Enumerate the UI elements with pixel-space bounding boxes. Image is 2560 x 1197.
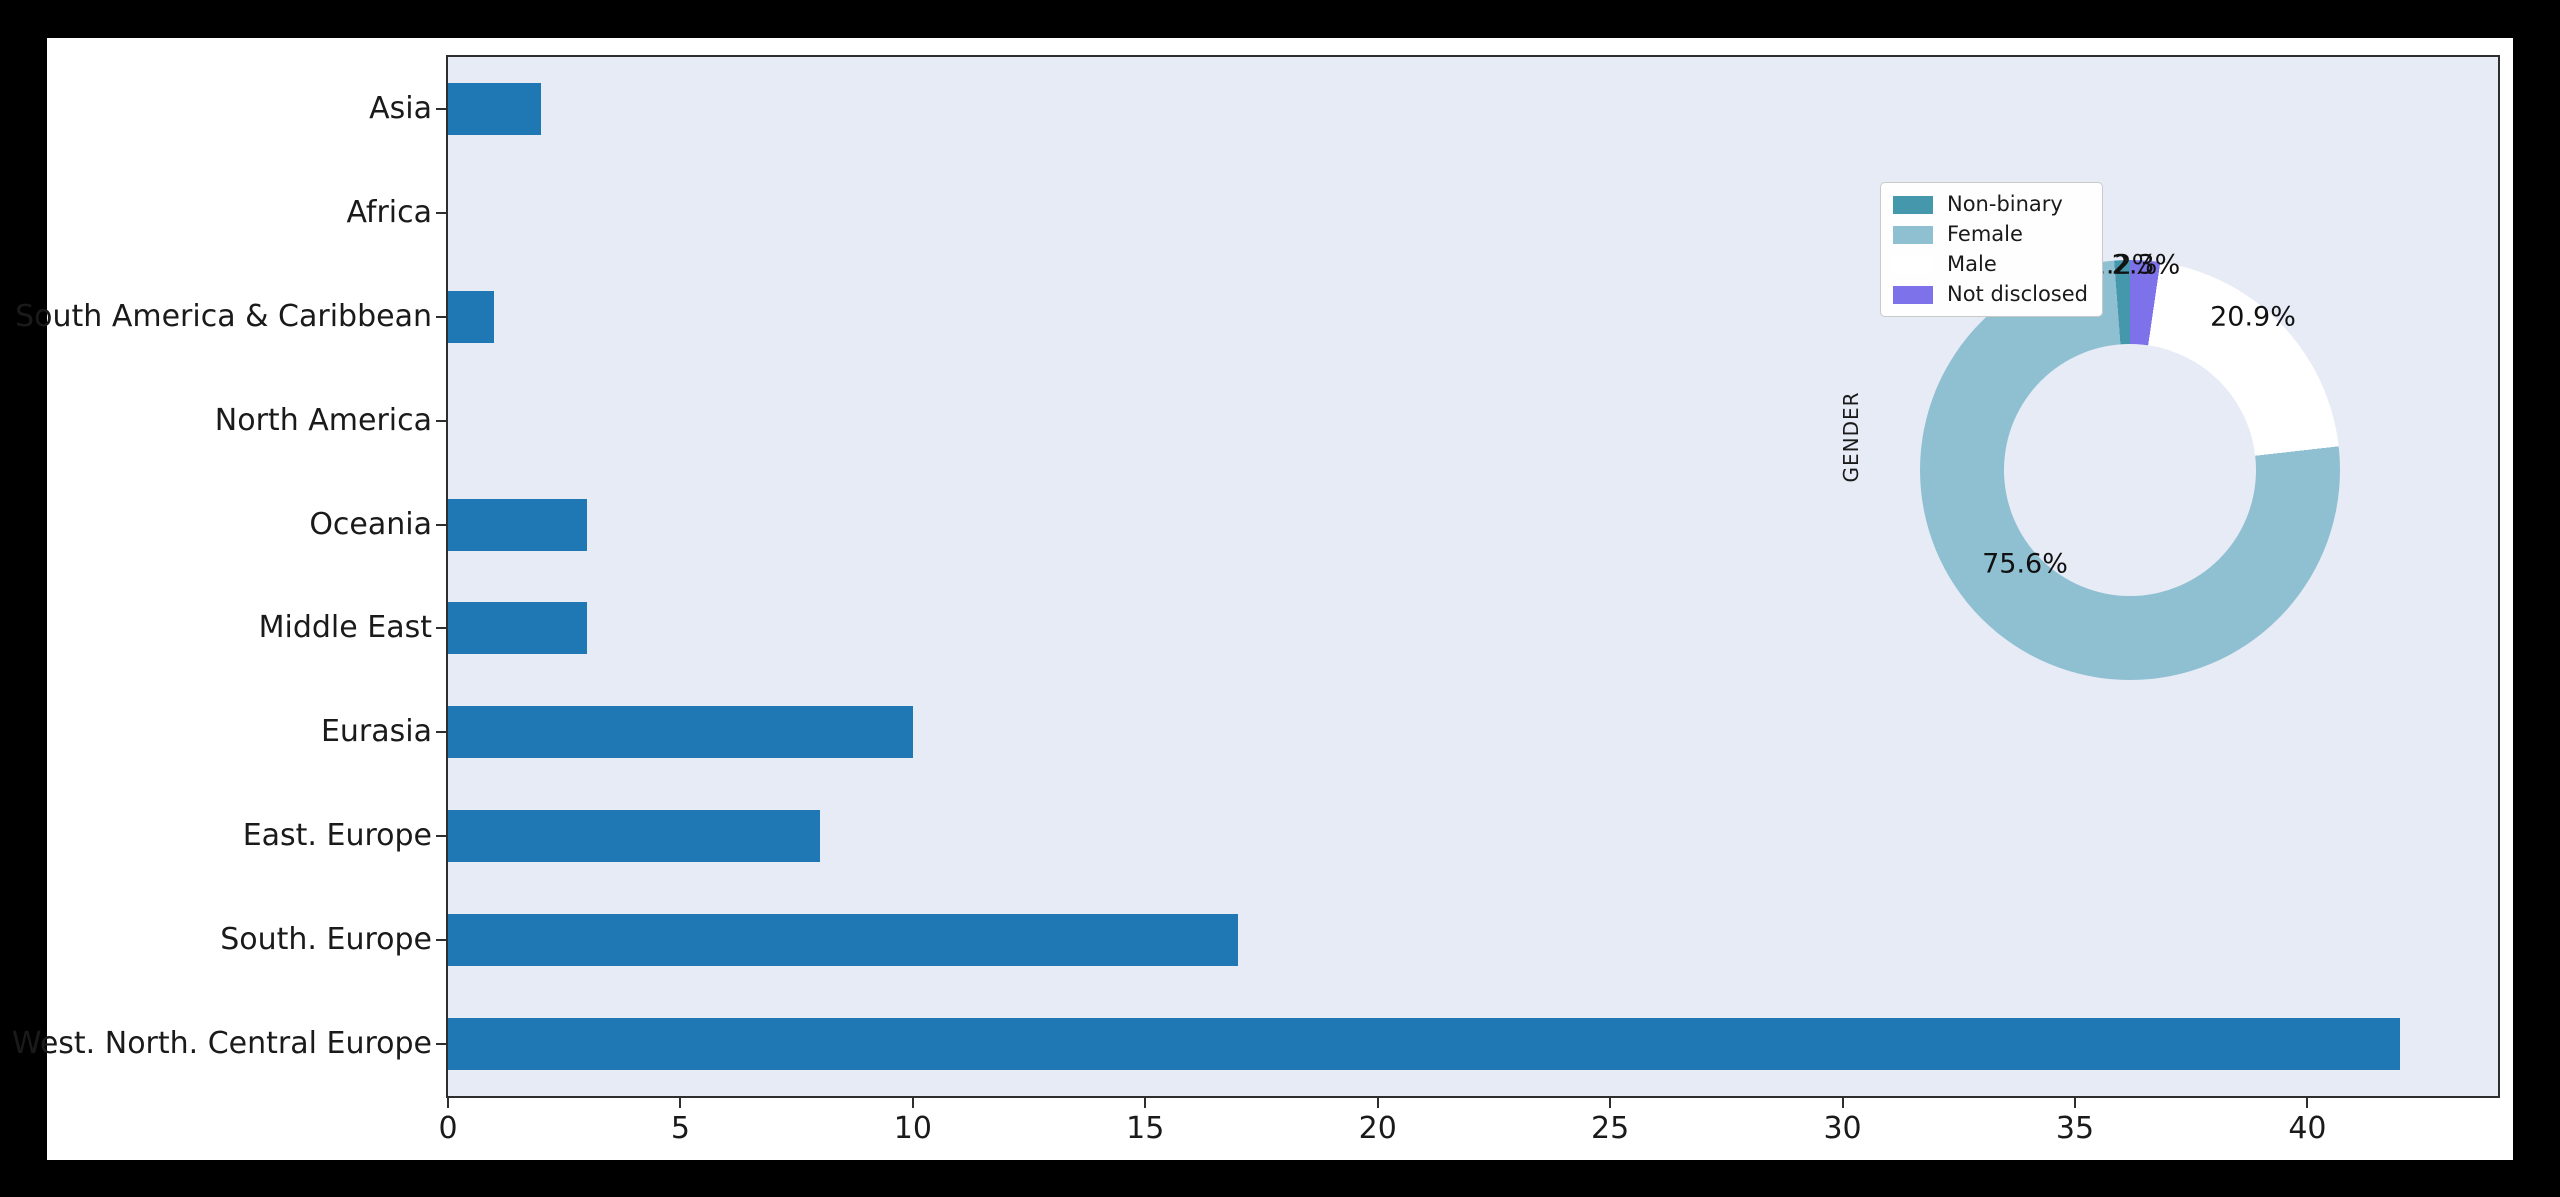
legend-label: Female: [1947, 222, 2023, 246]
legend-item-female: Female: [1893, 223, 2088, 246]
bar-oceania: [448, 498, 588, 551]
y-tick-label: Asia: [369, 90, 432, 126]
x-tick-label: 5: [670, 1111, 690, 1146]
x-tick-mark: [1841, 1098, 1844, 1108]
legend-swatch: [1893, 225, 1933, 244]
donut-hole: [2004, 344, 2256, 596]
y-tick-label: Africa: [346, 194, 432, 230]
x-tick-mark: [1376, 1098, 1379, 1108]
bar-south-europe: [448, 914, 1239, 967]
x-tick-mark: [447, 1098, 449, 1108]
y-tick-mark: [436, 419, 446, 422]
y-tick-mark: [436, 939, 446, 942]
pct-label-female: 75.6%: [1982, 548, 2068, 580]
y-tick-label: East. Europe: [242, 818, 432, 854]
x-tick-label: 15: [1126, 1111, 1165, 1146]
bar-eurasia: [448, 706, 913, 759]
legend-label: Male: [1947, 252, 1997, 276]
y-tick-mark: [436, 731, 446, 734]
legend-label: Not disclosed: [1947, 282, 2088, 306]
y-tick-label: South. Europe: [220, 922, 432, 958]
y-tick-label: Oceania: [309, 506, 432, 542]
x-tick-mark: [2306, 1098, 2309, 1108]
y-tick-mark: [436, 1043, 446, 1046]
x-tick-label: 25: [1591, 1111, 1630, 1146]
x-tick-label: 20: [1358, 1111, 1397, 1146]
x-tick-mark: [1144, 1098, 1147, 1108]
y-tick-label: North America: [214, 402, 432, 438]
y-tick-label: South America & Caribbean: [15, 298, 432, 334]
y-tick-mark: [436, 107, 446, 110]
legend-swatch: [1893, 195, 1933, 214]
y-tick-label: Eurasia: [320, 714, 432, 750]
y-tick-mark: [436, 315, 446, 318]
legend-swatch: [1893, 255, 1933, 274]
y-tick-label: Middle East: [258, 610, 432, 646]
x-tick-label: 10: [893, 1111, 932, 1146]
legend-item-not-disclosed: Not disclosed: [1893, 283, 2088, 306]
bar-south-america-caribbean: [448, 290, 495, 343]
legend-item-non-binary: Non-binary: [1893, 193, 2088, 216]
x-tick-label: 35: [2055, 1111, 2095, 1146]
legend-label: Non-binary: [1947, 192, 2063, 216]
x-tick-label: 0: [438, 1111, 458, 1146]
x-tick-mark: [679, 1098, 682, 1108]
pct-label-male: 20.9%: [2210, 301, 2296, 333]
x-tick-mark: [1609, 1098, 1612, 1108]
bar-west-north-central-europe: [448, 1018, 2401, 1071]
bar-middle-east: [448, 602, 588, 655]
y-tick-mark: [436, 627, 446, 630]
x-tick-mark: [911, 1098, 914, 1108]
y-tick-label: West. North. Central Europe: [11, 1026, 432, 1062]
gender-donut-chart: [1920, 260, 2340, 680]
bar-east-europe: [448, 810, 820, 863]
x-tick-label: 40: [2288, 1111, 2327, 1146]
x-tick-label: 30: [1823, 1111, 1862, 1146]
legend-swatch: [1893, 285, 1933, 304]
y-tick-mark: [436, 211, 446, 214]
y-tick-mark: [436, 835, 446, 838]
bar-asia: [448, 82, 541, 135]
pct-label-not-disclosed: 2.3%: [2111, 249, 2181, 281]
figure: Asia Africa South America & Caribbean North…: [12, 38, 2513, 1160]
y-tick-mark: [436, 523, 446, 526]
legend-item-male: Male: [1893, 253, 2088, 276]
gender-legend: Non-binary Female Male Not disclosed: [1880, 182, 2103, 317]
gender-axis-label: GENDER: [1839, 391, 1863, 483]
x-tick-mark: [2073, 1098, 2076, 1108]
